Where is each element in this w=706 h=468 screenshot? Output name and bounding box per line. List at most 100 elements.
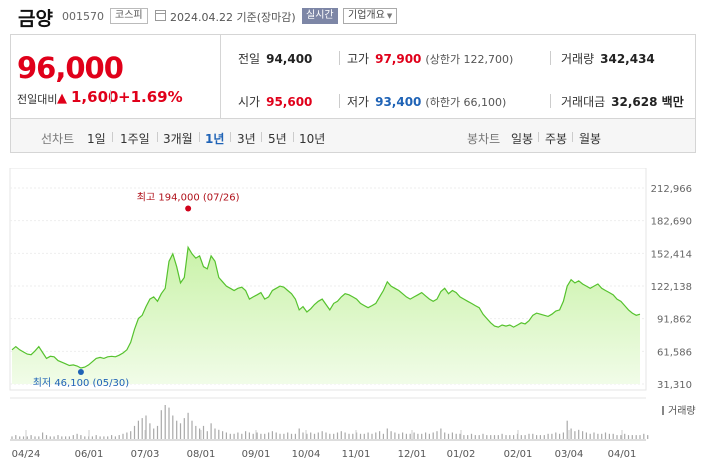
volume-bar — [195, 425, 197, 439]
volume-bar — [310, 432, 312, 439]
x-tick-label: 09/01 — [242, 449, 271, 460]
volume-bar — [103, 436, 105, 439]
volume-bar — [562, 432, 564, 439]
volume-bar — [26, 436, 28, 439]
volume-bar — [225, 432, 227, 439]
volume-bar — [620, 435, 622, 439]
volume-bar — [264, 433, 266, 439]
volume-bar — [245, 431, 247, 439]
volume-bar — [589, 433, 591, 439]
price-chart[interactable]: 212,966 182,690 152,414 122,138 91,862 61,586… — [0, 168, 706, 468]
period-1d[interactable]: 1일 — [87, 132, 106, 146]
period-5y[interactable]: 5년 — [268, 132, 287, 146]
stat-value: 342,434 — [600, 52, 655, 66]
x-tick-label: 01/02 — [447, 449, 476, 460]
volume-bar — [260, 433, 262, 439]
volume-bar — [122, 433, 124, 439]
volume-bar — [114, 436, 116, 439]
volume-bar — [379, 431, 381, 439]
volume-bar — [593, 432, 595, 439]
volume-bar — [237, 432, 239, 439]
volume-bar — [482, 433, 484, 439]
period-1w[interactable]: 1주일 — [120, 132, 150, 146]
volume-bar — [95, 435, 97, 439]
max-point — [185, 205, 192, 212]
volume-bar — [107, 436, 109, 439]
volume-bar — [585, 432, 587, 439]
volume-bar — [118, 435, 120, 439]
divider — [550, 51, 551, 65]
volume-bar — [80, 435, 82, 439]
volume-bar — [348, 433, 350, 439]
volume-bar — [187, 412, 189, 439]
stat-value: 93,400 — [375, 95, 422, 109]
volume-bar — [172, 415, 174, 439]
up-arrow-icon: ▲ — [57, 91, 67, 106]
candle-weekly[interactable]: 주봉 — [545, 132, 568, 146]
volume-bar — [252, 433, 254, 439]
volume-bar — [528, 433, 530, 439]
volume-bar — [141, 418, 143, 439]
candle-daily[interactable]: 일봉 — [511, 132, 534, 146]
x-tick-label: 07/03 — [131, 449, 160, 460]
lower-limit: (하한가 66,100) — [425, 96, 507, 109]
volume-bar — [631, 435, 633, 439]
volume-bar — [283, 433, 285, 439]
volume-legend: 거래량 — [668, 405, 696, 417]
volume-bar — [22, 436, 25, 439]
volume-bar — [126, 432, 128, 439]
price-area — [12, 247, 640, 384]
volume-bar — [493, 435, 496, 439]
volume-bar — [578, 429, 580, 439]
stat-value: 97,900 — [375, 52, 422, 66]
volume-bar — [559, 433, 561, 439]
volume-bar — [333, 433, 335, 439]
volume-bar — [459, 433, 461, 439]
volume-bar — [256, 432, 258, 439]
volume-bar — [432, 432, 434, 439]
volume-bar — [130, 431, 132, 439]
volume-bar — [505, 435, 507, 439]
volume-bar — [474, 435, 476, 439]
period-3y[interactable]: 3년 — [237, 132, 256, 146]
volume-bar — [313, 433, 316, 439]
period-1y[interactable]: 1년 — [205, 132, 225, 146]
volume-bar — [153, 428, 155, 439]
company-overview-button[interactable]: 기업개요 ▼ — [343, 8, 398, 24]
volume-bar — [38, 436, 40, 439]
x-tick-label: 08/01 — [187, 449, 216, 460]
volume-bar — [317, 432, 319, 439]
x-tick-label: 03/04 — [555, 449, 584, 460]
volume-bar — [417, 433, 419, 439]
period-10y[interactable]: 10년 — [299, 132, 326, 146]
volume-bar — [509, 435, 511, 439]
candle-monthly[interactable]: 월봉 — [579, 132, 602, 146]
price-line — [11, 245, 641, 369]
volume-bars — [11, 405, 649, 439]
volume-bar — [478, 435, 480, 439]
volume-bar — [164, 405, 166, 439]
stat-label: 거래량 — [561, 52, 595, 66]
volume-bar — [551, 433, 553, 439]
realtime-button[interactable]: 실시간 — [302, 8, 338, 24]
volume-bar — [624, 433, 626, 439]
volume-bar — [45, 435, 48, 439]
volume-bar — [359, 433, 362, 439]
line-chart-label: 선차트 — [41, 132, 75, 146]
volume-bar — [647, 435, 649, 439]
change-value: 1,600 — [71, 88, 119, 106]
min-annotation: 최저 46,100 (05/30) — [33, 377, 129, 389]
period-3m[interactable]: 3개월 — [163, 132, 193, 146]
volume-bar — [421, 433, 423, 439]
stock-header: 금양 001570 코스피 2024.04.22 기준(장마감) 실시간 기업개… — [0, 0, 706, 34]
volume-bar — [57, 435, 59, 439]
volume-bar — [336, 432, 339, 439]
change-label: 전일대비 — [17, 93, 58, 106]
stat-label: 거래대금 — [561, 95, 606, 109]
stock-code: 001570 — [62, 10, 104, 23]
volume-bar — [536, 435, 538, 439]
price-panel: 96,000 전일대비 ▲ 1,600 +1.69% 전일 94,400 고가 97… — [10, 34, 696, 119]
volume-bar — [501, 433, 503, 439]
volume-bar — [53, 436, 55, 439]
volume-bar — [248, 432, 250, 439]
